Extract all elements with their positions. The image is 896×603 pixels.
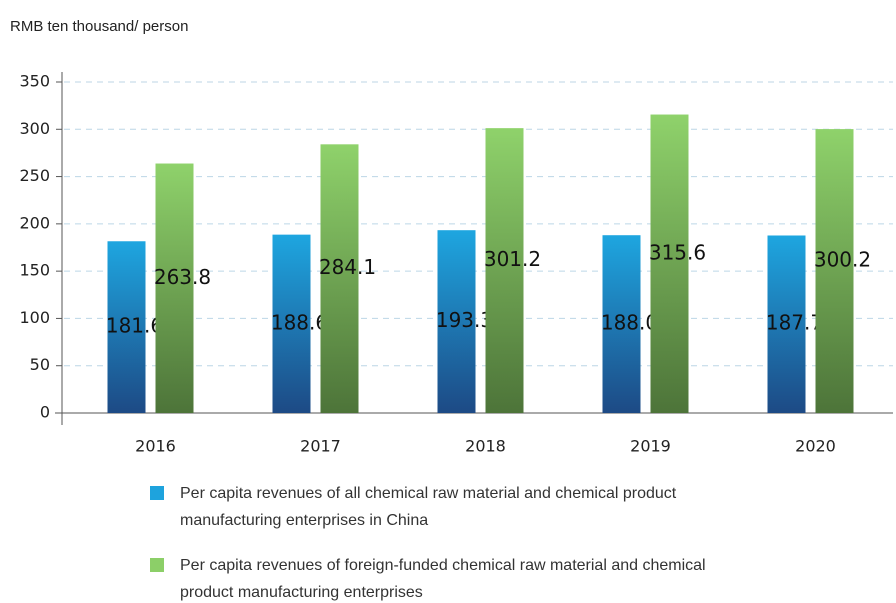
bar [320, 144, 359, 413]
bar [767, 235, 806, 413]
legend-label: Per capita revenues of foreign-funded ch… [180, 557, 706, 601]
legend-item: Per capita revenues of foreign-funded ch… [150, 552, 730, 603]
x-tick-label: 2020 [795, 437, 836, 456]
y-tick-label: 350 [19, 72, 50, 91]
y-tick-label: 250 [19, 166, 50, 185]
bar [272, 234, 311, 413]
axis-title: RMB ten thousand/ person [10, 18, 188, 35]
value-label: 193.3 [436, 308, 493, 332]
value-label: 188.6 [271, 310, 328, 334]
value-label: 181.6 [106, 314, 163, 338]
x-tick-label: 2019 [630, 437, 671, 456]
bar [815, 129, 854, 414]
y-tick-label: 300 [19, 119, 50, 138]
value-label: 263.8 [154, 265, 211, 289]
value-label: 187.7 [766, 311, 823, 335]
value-label: 284.1 [319, 255, 376, 279]
value-label: 315.6 [649, 240, 706, 264]
x-tick-label: 2017 [300, 437, 341, 456]
legend-swatch [150, 558, 164, 572]
y-tick-label: 0 [40, 403, 50, 422]
value-label: 301.2 [484, 247, 541, 271]
bar [602, 235, 641, 413]
bar [485, 128, 524, 413]
x-tick-label: 2016 [135, 437, 176, 456]
legend-item: Per capita revenues of all chemical raw … [150, 480, 730, 534]
value-label: 300.2 [814, 248, 871, 272]
legend-swatch [150, 486, 164, 500]
value-label: 188.0 [601, 311, 658, 335]
y-tick-label: 50 [30, 355, 50, 374]
x-tick-label: 2018 [465, 437, 506, 456]
bar [437, 230, 476, 413]
y-tick-label: 100 [19, 308, 50, 327]
legend-label: Per capita revenues of all chemical raw … [180, 485, 677, 529]
y-tick-label: 200 [19, 213, 50, 232]
y-tick-label: 150 [19, 261, 50, 280]
bar [155, 163, 194, 413]
bar [107, 241, 146, 413]
bar [650, 114, 689, 414]
